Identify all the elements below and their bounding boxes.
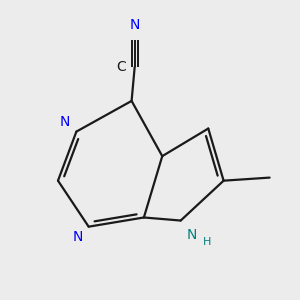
- Text: C: C: [116, 60, 126, 74]
- Text: H: H: [203, 237, 211, 247]
- Text: N: N: [72, 230, 83, 244]
- Text: N: N: [60, 115, 70, 128]
- Text: N: N: [187, 228, 197, 242]
- Text: N: N: [130, 18, 140, 32]
